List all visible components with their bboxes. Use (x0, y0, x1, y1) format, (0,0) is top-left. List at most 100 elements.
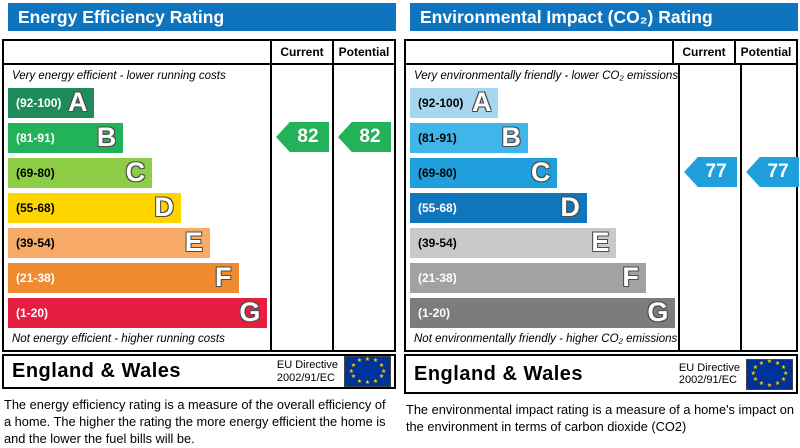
energy-rating-description: The energy efficiency rating is a measur… (4, 397, 386, 446)
band-row: (1-20) G (8, 295, 270, 330)
band-row: (69-80) C (8, 155, 270, 190)
band-row: (55-68) D (410, 190, 678, 225)
current-column: 82 (270, 65, 332, 350)
region-label: England & Wales (12, 360, 182, 382)
region-label: England & Wales (414, 362, 584, 385)
band-c: (69-80) C (8, 157, 153, 188)
band-g: (1-20) G (410, 297, 676, 328)
band-f: (21-38) F (410, 262, 646, 293)
band-range: (55-68) (418, 200, 457, 215)
eu-directive-line2: 2002/91/EC (678, 374, 737, 386)
band-range: (81-91) (418, 130, 457, 145)
band-g: (1-20) G (8, 297, 268, 328)
band-letter: F (215, 262, 232, 292)
band-letter: G (239, 297, 261, 327)
potential-column-header: Potential (332, 41, 394, 63)
band-row: (21-38) F (410, 260, 678, 295)
co2-rating-panel: Environmental Impact (CO₂) Rating Curren… (404, 3, 800, 444)
potential-column: 82 (332, 65, 394, 350)
band-f: (21-38) F (8, 262, 239, 293)
band-letter: G (647, 297, 669, 327)
co2-rating-description: The environmental impact rating is a mea… (406, 402, 794, 434)
band-letter: C (125, 157, 146, 187)
eu-directive-line1: EU Directive (678, 361, 740, 374)
band-e: (39-54) E (410, 227, 617, 258)
band-c: (69-80) C (410, 157, 558, 188)
table-header: Current Potential (406, 41, 796, 65)
band-b: (81-91) B (8, 122, 124, 153)
band-row: (39-54) E (410, 225, 678, 260)
eu-directive-line1: EU Directive (276, 359, 338, 371)
potential-rating-value: 82 (359, 126, 381, 147)
band-letter: D (154, 192, 174, 222)
footer: England & Wales EU Directive 2002/91/EC … (404, 354, 798, 394)
band-letter: A (67, 87, 88, 117)
band-row: (39-54) E (8, 225, 270, 260)
band-e: (39-54) E (8, 227, 210, 258)
current-rating-value: 82 (297, 126, 319, 147)
current-column-header: Current (270, 41, 332, 63)
current-rating-arrow: 82 (276, 122, 329, 152)
potential-rating-arrow: 77 (746, 157, 800, 187)
band-letter: E (184, 227, 203, 257)
band-letter: D (560, 192, 580, 222)
co2-rating-table: Current Potential Very environmentally f… (404, 39, 800, 352)
current-rating-value: 77 (705, 161, 727, 182)
footer: England & Wales EU Directive 2002/91/EC … (2, 354, 396, 389)
eu-directive-line2: 2002/91/EC (276, 371, 335, 384)
top-caption: Very environmentally friendly - lower CO… (414, 70, 679, 82)
band-range: (21-38) (418, 270, 457, 285)
band-range: (81-91) (16, 130, 55, 145)
band-b: (81-91) B (410, 122, 528, 153)
band-range: (1-20) (16, 305, 49, 320)
bottom-caption: Not environmentally friendly - higher CO… (414, 333, 678, 345)
band-letter: E (591, 227, 610, 257)
table-header: Current Potential (4, 41, 394, 65)
energy-rating-table: Current Potential Very energy efficient … (2, 39, 396, 352)
potential-column-header: Potential (734, 41, 796, 63)
band-d: (55-68) D (8, 192, 181, 223)
energy-rating-panel: Energy Efficiency Rating Current Potenti… (2, 3, 396, 446)
current-column-header: Current (672, 41, 734, 63)
current-column: 77 (678, 65, 740, 350)
empty-header-cell (4, 41, 270, 63)
eu-directive-label: EU Directive 2002/91/EC (679, 362, 740, 387)
band-row: (1-20) G (410, 295, 678, 330)
potential-column: 77 (740, 65, 800, 350)
band-row: (21-38) F (8, 260, 270, 295)
bottom-caption: Not energy efficient - higher running co… (12, 333, 225, 345)
band-row: (69-80) C (410, 155, 678, 190)
band-d: (55-68) D (410, 192, 587, 223)
band-letter: B (501, 122, 521, 152)
co2-rating-title: Environmental Impact (CO₂) Rating (410, 3, 798, 31)
band-range: (39-54) (418, 235, 457, 250)
band-row: (81-91) B (8, 120, 270, 155)
band-range: (69-80) (16, 165, 55, 180)
eu-directive-label: EU Directive 2002/91/EC (277, 359, 338, 384)
band-letter: C (530, 157, 551, 187)
band-range: (39-54) (16, 235, 55, 250)
eu-flag-icon: ★ ★ ★ ★ ★ ★ ★ ★ ★ ★ ★ ★ (344, 356, 391, 387)
band-row: (92-100) A (8, 85, 270, 120)
band-a: (92-100) A (410, 87, 499, 118)
empty-header-cell (406, 41, 672, 63)
potential-rating-value: 77 (767, 161, 789, 182)
current-rating-arrow: 77 (684, 157, 738, 187)
bands-area: Very environmentally friendly - lower CO… (406, 65, 678, 350)
band-letter: F (622, 262, 639, 292)
band-range: (92-100) (16, 95, 62, 110)
top-caption: Very energy efficient - lower running co… (12, 70, 226, 82)
band-range: (69-80) (418, 165, 457, 180)
band-row: (55-68) D (8, 190, 270, 225)
energy-rating-title: Energy Efficiency Rating (8, 3, 396, 31)
band-row: (81-91) B (410, 120, 678, 155)
band-range: (21-38) (16, 270, 55, 285)
table-body: Very environmentally friendly - lower CO… (406, 65, 800, 350)
band-range: (55-68) (16, 200, 55, 215)
band-range: (92-100) (418, 95, 464, 110)
band-letter: B (96, 122, 117, 152)
potential-rating-arrow: 82 (338, 122, 391, 152)
bands-area: Very energy efficient - lower running co… (4, 65, 270, 350)
band-letter: A (471, 87, 492, 117)
